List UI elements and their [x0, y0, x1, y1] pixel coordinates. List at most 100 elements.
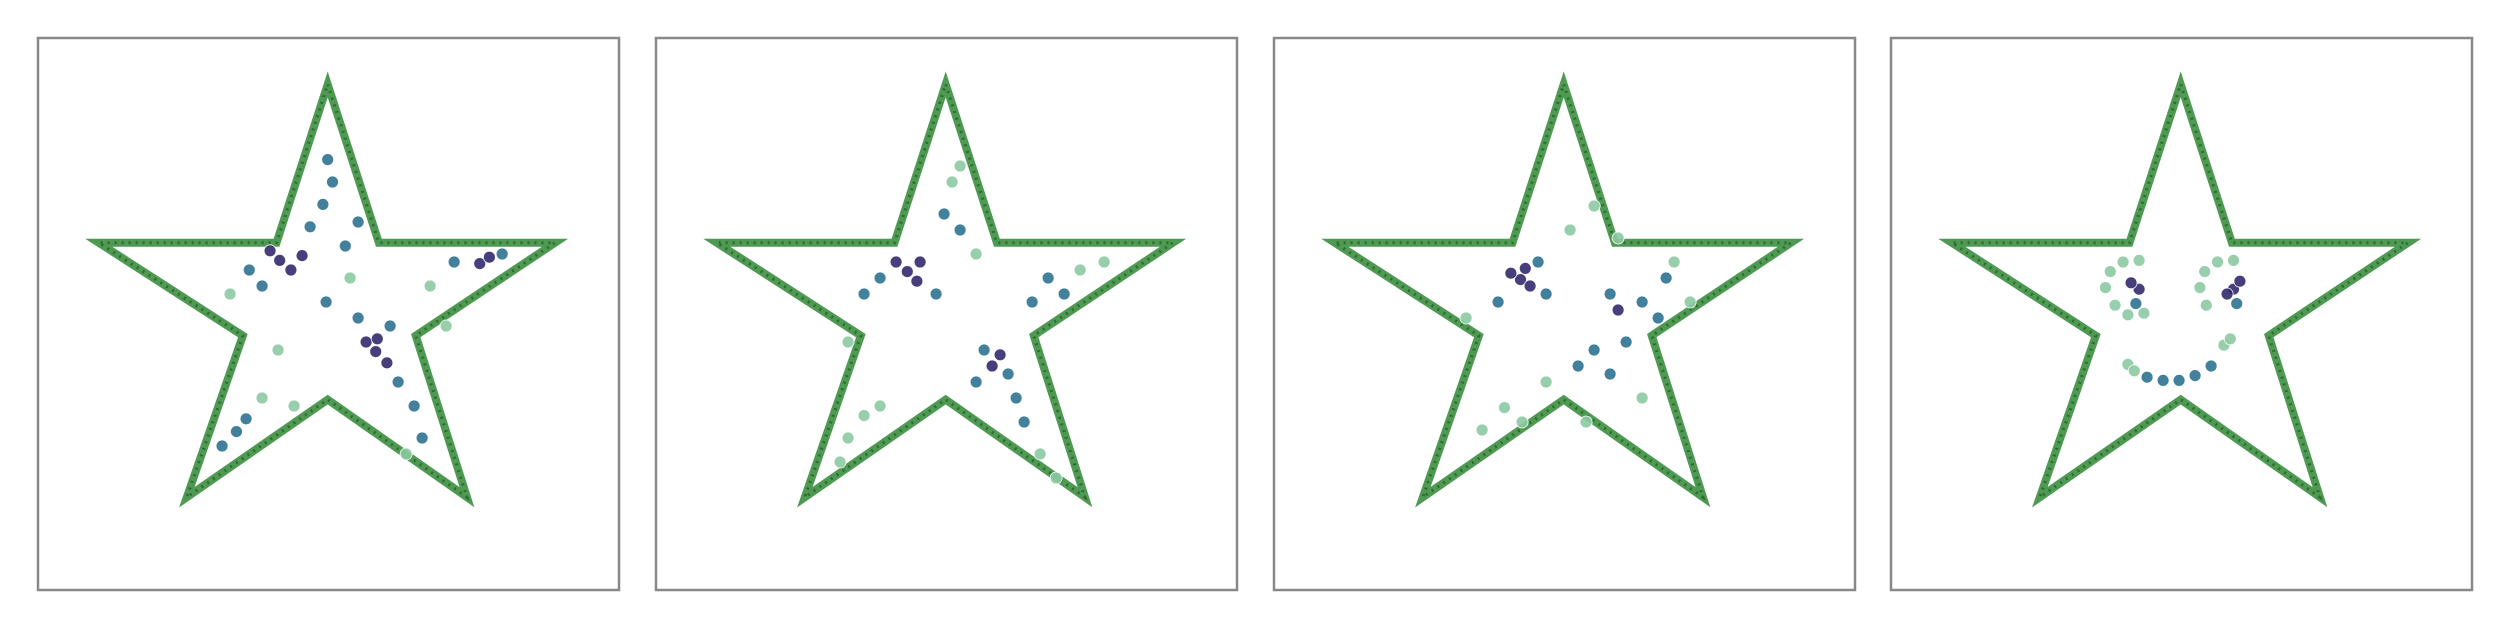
point [1025, 295, 1039, 309]
point [2156, 373, 2170, 387]
point [383, 319, 397, 333]
point [239, 412, 253, 426]
point [889, 255, 903, 269]
point [2233, 274, 2247, 288]
point [359, 335, 373, 349]
point [2172, 373, 2186, 387]
point [1651, 311, 1665, 325]
point [841, 431, 855, 445]
point [841, 335, 855, 349]
point [2116, 255, 2130, 269]
point [423, 279, 437, 293]
point [351, 215, 365, 229]
point [2137, 306, 2151, 320]
point [1515, 415, 1529, 429]
point [1635, 295, 1649, 309]
point [2227, 253, 2240, 267]
point [399, 447, 413, 461]
point [945, 175, 959, 189]
point [230, 425, 243, 439]
point [369, 345, 383, 359]
point [263, 244, 277, 258]
point [407, 399, 421, 413]
point [1579, 415, 1593, 429]
point [321, 153, 335, 167]
point [2188, 369, 2202, 383]
point [319, 295, 333, 309]
point [1603, 367, 1617, 381]
point [1514, 273, 1527, 287]
point [1049, 471, 1063, 485]
point [255, 391, 269, 405]
point [242, 263, 256, 277]
star-boundary-dots [93, 79, 560, 502]
point [415, 431, 429, 445]
point [1073, 263, 1087, 277]
point [857, 287, 871, 301]
point [2211, 255, 2224, 269]
point [255, 279, 269, 293]
panel-frame [1272, 36, 1857, 592]
point [900, 265, 914, 279]
star-boundary-dots [1946, 79, 2413, 502]
point [2230, 297, 2244, 311]
point [1571, 359, 1585, 373]
point [351, 311, 365, 325]
point [2198, 265, 2212, 279]
point [482, 250, 496, 264]
point [1009, 391, 1023, 405]
point [1017, 415, 1031, 429]
point [1587, 199, 1601, 213]
panel-frame [1889, 36, 2474, 592]
point [937, 207, 951, 221]
point [1097, 255, 1111, 269]
point [2132, 253, 2146, 267]
point [913, 255, 927, 269]
panel [1272, 36, 1857, 592]
panel-frame [36, 36, 621, 592]
point [1659, 271, 1673, 285]
point [215, 439, 229, 453]
point [1491, 295, 1505, 309]
panel [1889, 36, 2474, 592]
point [223, 287, 237, 301]
point [2204, 359, 2218, 373]
point [271, 343, 285, 357]
point [1683, 295, 1697, 309]
point [1523, 279, 1537, 293]
point [2099, 281, 2112, 295]
point [284, 263, 298, 277]
point [2140, 370, 2154, 384]
point [287, 399, 301, 413]
point [1603, 287, 1617, 301]
point [1504, 266, 1518, 280]
point [910, 274, 924, 288]
point [969, 247, 983, 261]
point [1539, 287, 1553, 301]
point [316, 197, 330, 211]
point [993, 348, 1007, 362]
point [873, 399, 887, 413]
point [1518, 261, 1532, 275]
point [1539, 375, 1553, 389]
point [1001, 367, 1015, 381]
point [1619, 335, 1633, 349]
panel [654, 36, 1239, 592]
point [343, 271, 357, 285]
point [1041, 271, 1055, 285]
point [2124, 276, 2138, 290]
point [1531, 255, 1545, 269]
point [873, 271, 887, 285]
point [2220, 287, 2234, 301]
point [370, 332, 384, 346]
point [1563, 223, 1577, 237]
star-boundary-dots [711, 79, 1178, 502]
star-boundary-dots [1329, 79, 1796, 502]
panel-frame [654, 36, 1239, 592]
point [985, 359, 999, 373]
point [2103, 265, 2117, 279]
point [2199, 298, 2213, 312]
point [2127, 364, 2141, 378]
